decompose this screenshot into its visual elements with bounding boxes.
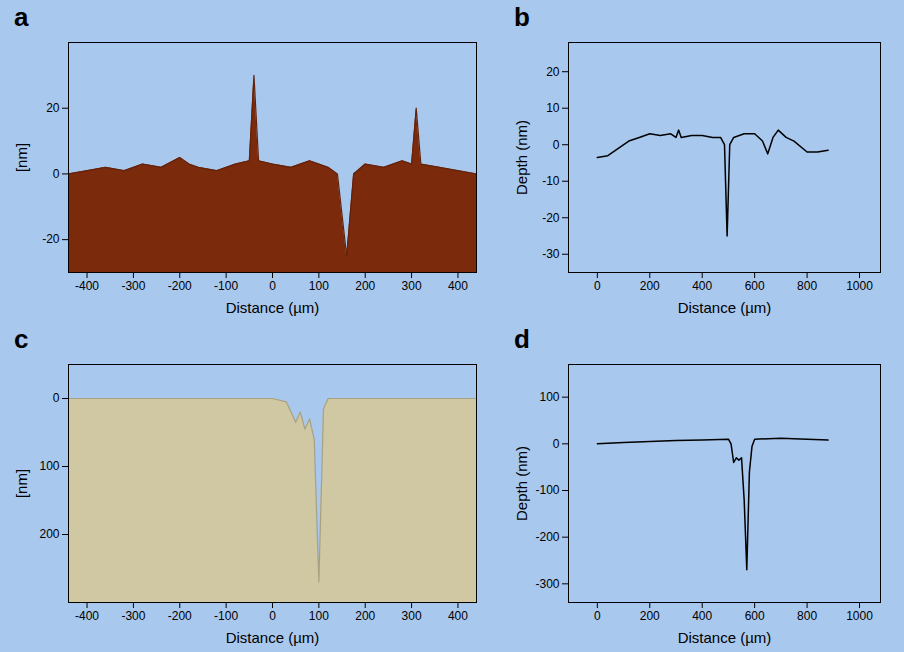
svg-text:0: 0	[553, 437, 560, 451]
html-text:b: b	[514, 2, 530, 32]
svg-text:-30: -30	[542, 247, 560, 261]
svg-text:0: 0	[53, 167, 60, 181]
svg-text:200: 200	[640, 609, 660, 623]
html-text:d: d	[514, 324, 530, 354]
svg-text:200: 200	[39, 527, 59, 541]
svg-text:20: 20	[46, 101, 60, 115]
svg-text:-100: -100	[214, 609, 238, 623]
svg-text:0: 0	[553, 138, 560, 152]
svg-text:0: 0	[269, 279, 276, 293]
svg-text:200: 200	[355, 609, 375, 623]
svg-text:Distance (µm): Distance (µm)	[226, 299, 320, 316]
svg-text:300: 300	[402, 279, 422, 293]
svg-text:-200: -200	[168, 609, 192, 623]
svg-text:-300: -300	[121, 279, 145, 293]
svg-text:-100: -100	[214, 279, 238, 293]
svg-text:0: 0	[269, 609, 276, 623]
svg-text:200: 200	[640, 279, 660, 293]
svg-text:300: 300	[402, 609, 422, 623]
svg-text:0: 0	[594, 609, 601, 623]
svg-text:800: 800	[797, 609, 817, 623]
svg-text:400: 400	[448, 279, 468, 293]
svg-text:Depth (nm): Depth (nm)	[513, 446, 530, 521]
html-text:a: a	[14, 2, 29, 32]
svg-text:Depth (nm): Depth (nm)	[513, 120, 530, 195]
svg-text:100: 100	[309, 279, 329, 293]
svg-text:-300: -300	[121, 609, 145, 623]
svg-text:-200: -200	[168, 279, 192, 293]
svg-text:600: 600	[745, 279, 765, 293]
svg-text:-100: -100	[535, 483, 559, 497]
svg-text:10: 10	[546, 101, 560, 115]
svg-text:-300: -300	[535, 577, 559, 591]
svg-text:-20: -20	[542, 211, 560, 225]
svg-text:100: 100	[539, 390, 559, 404]
svg-text:Distance (µm): Distance (µm)	[678, 629, 772, 646]
svg-text:Distance (µm): Distance (µm)	[226, 629, 320, 646]
svg-text:400: 400	[448, 609, 468, 623]
svg-text:0: 0	[53, 391, 60, 405]
svg-text:-400: -400	[75, 609, 99, 623]
svg-text:-400: -400	[75, 279, 99, 293]
svg-text:400: 400	[692, 279, 712, 293]
svg-text:[nm]: [nm]	[13, 143, 30, 172]
svg-text:600: 600	[745, 609, 765, 623]
svg-text:1000: 1000	[846, 609, 873, 623]
svg-text:1000: 1000	[846, 279, 873, 293]
svg-text:200: 200	[355, 279, 375, 293]
svg-text:800: 800	[797, 279, 817, 293]
svg-text:400: 400	[692, 609, 712, 623]
svg-text:20: 20	[546, 65, 560, 79]
html-text:c: c	[14, 324, 29, 354]
svg-text:100: 100	[39, 459, 59, 473]
svg-text:100: 100	[309, 609, 329, 623]
svg-text:[nm]: [nm]	[13, 469, 30, 498]
svg-text:0: 0	[594, 279, 601, 293]
svg-text:-200: -200	[535, 530, 559, 544]
svg-text:-20: -20	[42, 232, 60, 246]
svg-text:Distance (µm): Distance (µm)	[678, 299, 772, 316]
svg-text:-10: -10	[542, 174, 560, 188]
